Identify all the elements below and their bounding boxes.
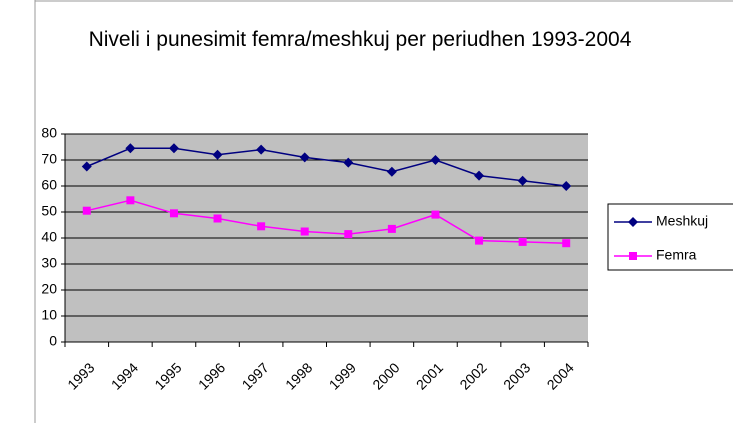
- y-tick-label: 50: [41, 203, 57, 219]
- legend-label: Meshkuj: [656, 213, 708, 229]
- data-point: [213, 214, 222, 223]
- x-tick-label: 2003: [500, 359, 533, 392]
- data-point: [300, 227, 309, 236]
- y-tick-label: 30: [41, 255, 57, 271]
- data-point: [82, 206, 91, 215]
- data-point: [518, 237, 527, 246]
- data-point: [299, 152, 310, 163]
- data-point: [168, 143, 179, 154]
- y-tick-label: 10: [41, 307, 57, 323]
- data-point: [256, 144, 267, 155]
- x-tick-label: 2001: [413, 359, 446, 392]
- x-tick-label: 1998: [282, 359, 315, 392]
- legend-marker: [628, 217, 638, 227]
- x-tick-label: 1993: [64, 359, 97, 392]
- x-tick-label: 2004: [544, 359, 577, 392]
- x-tick-label: 2000: [369, 359, 402, 392]
- data-point: [562, 239, 571, 248]
- y-tick-label: 0: [49, 333, 57, 349]
- data-point: [212, 149, 223, 160]
- y-tick-label: 20: [41, 281, 57, 297]
- legend: [607, 203, 733, 271]
- data-point: [125, 143, 136, 154]
- data-point: [431, 210, 440, 219]
- chart-title: Niveli i punesimit femra/meshkuj per per…: [88, 28, 632, 51]
- y-tick-label: 60: [41, 177, 57, 193]
- data-point: [561, 181, 572, 191]
- data-point: [475, 236, 484, 245]
- data-point: [81, 161, 92, 172]
- data-point: [169, 209, 178, 218]
- series-line: [86, 199, 567, 244]
- data-point: [343, 157, 354, 168]
- x-tick-label: 1996: [195, 359, 228, 392]
- y-tick-label: 40: [41, 229, 57, 245]
- legend-label: Femra: [656, 247, 697, 263]
- data-point: [386, 166, 397, 177]
- data-point: [126, 196, 135, 205]
- y-tick-label: 80: [41, 125, 57, 141]
- x-tick-label: 1995: [151, 359, 184, 392]
- data-point: [257, 222, 266, 231]
- legend-marker: [629, 252, 637, 260]
- series-line: [86, 147, 567, 187]
- x-tick-label: 1999: [326, 359, 359, 392]
- data-point: [387, 224, 396, 233]
- x-tick-label: 1994: [108, 359, 141, 392]
- data-point: [474, 170, 485, 181]
- data-point: [517, 175, 528, 186]
- y-tick-label: 70: [41, 151, 57, 167]
- x-tick-label: 1997: [239, 359, 272, 392]
- data-point: [344, 230, 353, 239]
- x-tick-label: 2002: [456, 359, 489, 392]
- data-point: [430, 155, 441, 165]
